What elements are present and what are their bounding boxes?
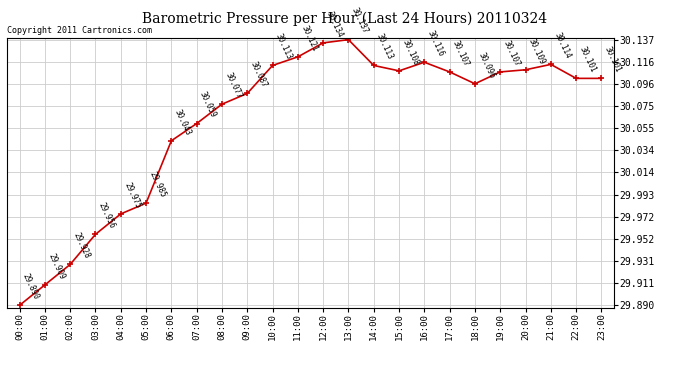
Text: 30.101: 30.101 (578, 45, 598, 74)
Text: 30.043: 30.043 (172, 108, 193, 136)
Text: 29.909: 29.909 (46, 252, 66, 281)
Text: 30.109: 30.109 (527, 37, 546, 66)
Text: 30.087: 30.087 (248, 60, 268, 89)
Text: 30.101: 30.101 (603, 45, 622, 74)
Text: 30.077: 30.077 (224, 71, 243, 100)
Text: 30.108: 30.108 (400, 38, 420, 67)
Text: 29.985: 29.985 (148, 170, 167, 199)
Text: 30.113: 30.113 (375, 32, 395, 61)
Text: 30.107: 30.107 (451, 39, 471, 68)
Text: Barometric Pressure per Hour (Last 24 Hours) 20110324: Barometric Pressure per Hour (Last 24 Ho… (142, 11, 548, 26)
Text: Copyright 2011 Cartronics.com: Copyright 2011 Cartronics.com (7, 26, 152, 35)
Text: 30.107: 30.107 (502, 39, 522, 68)
Text: 29.975: 29.975 (122, 181, 142, 210)
Text: 30.137: 30.137 (350, 6, 370, 36)
Text: 30.121: 30.121 (299, 24, 319, 53)
Text: 29.890: 29.890 (21, 272, 41, 301)
Text: 30.096: 30.096 (476, 51, 496, 80)
Text: 30.114: 30.114 (552, 31, 572, 60)
Text: 30.059: 30.059 (198, 90, 218, 119)
Text: 29.928: 29.928 (72, 231, 91, 260)
Text: 29.956: 29.956 (97, 201, 117, 230)
Text: 30.134: 30.134 (324, 10, 344, 39)
Text: 30.116: 30.116 (426, 29, 446, 58)
Text: 30.113: 30.113 (274, 32, 294, 61)
